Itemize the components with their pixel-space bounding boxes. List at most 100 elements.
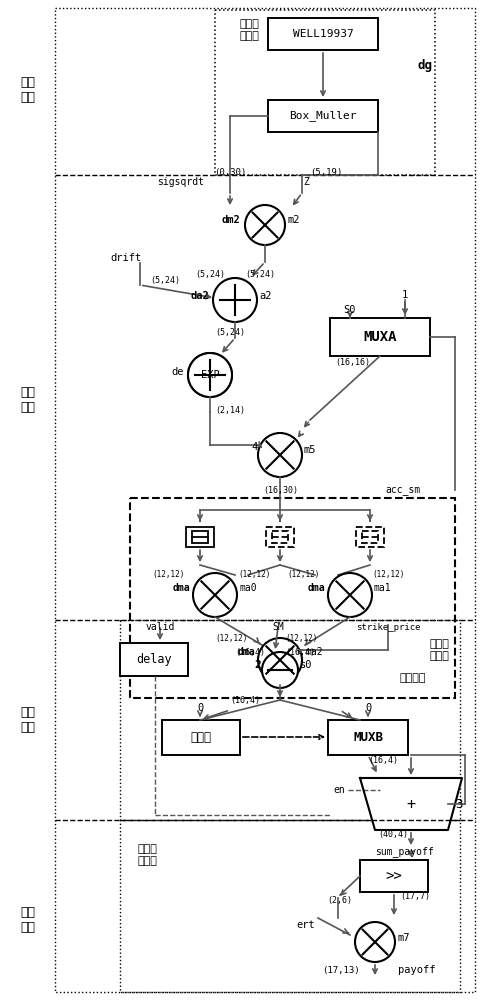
Text: (12,12): (12,12): [285, 634, 317, 643]
Bar: [120, 820, 460, 992]
Text: 第二
阶段: 第二 阶段: [20, 386, 36, 414]
Text: (40,4): (40,4): [378, 830, 408, 840]
Text: SM: SM: [272, 622, 284, 632]
Text: (2,14): (2,14): [215, 406, 245, 414]
Text: MUXA: MUXA: [363, 330, 397, 344]
Text: dg: dg: [418, 58, 433, 72]
Text: 3: 3: [455, 798, 463, 810]
Text: delay: delay: [136, 653, 172, 666]
Text: Box_Muller: Box_Muller: [289, 111, 357, 121]
Text: 第一电
路单元: 第一电 路单元: [240, 19, 260, 41]
Circle shape: [188, 353, 232, 397]
Text: (5,24): (5,24): [195, 270, 225, 279]
Text: (2,6): (2,6): [327, 896, 352, 904]
Text: Z: Z: [303, 177, 309, 187]
Bar: [272, 531, 288, 543]
Text: (16,4): (16,4): [230, 696, 260, 704]
Text: (5,19): (5,19): [310, 167, 342, 176]
Text: ma0: ma0: [240, 583, 258, 593]
Text: 比较器: 比较器: [190, 731, 211, 744]
Text: m7: m7: [398, 933, 410, 943]
Text: +: +: [407, 796, 416, 812]
Text: valid: valid: [145, 622, 175, 632]
Circle shape: [258, 433, 302, 477]
Text: 第三
阶段: 第三 阶段: [20, 706, 36, 734]
Circle shape: [328, 573, 372, 617]
Text: 第三电
路单元: 第三电 路单元: [138, 844, 158, 866]
Text: EXP: EXP: [201, 370, 220, 380]
Text: dma: dma: [237, 647, 255, 657]
Text: (12,12): (12,12): [153, 570, 185, 580]
Text: (16,4): (16,4): [368, 756, 398, 764]
Circle shape: [213, 278, 257, 322]
Circle shape: [188, 353, 232, 397]
Bar: [120, 620, 460, 820]
Text: (17,7): (17,7): [400, 892, 430, 902]
Bar: [330, 318, 430, 356]
Text: (12,12): (12,12): [216, 634, 248, 643]
Text: 第一
阶段: 第一 阶段: [20, 76, 36, 104]
Text: 2: 2: [254, 660, 261, 670]
Text: en: en: [333, 785, 345, 795]
Text: 1: 1: [402, 290, 408, 300]
Bar: [55, 8, 475, 992]
Text: drift: drift: [110, 253, 141, 263]
Text: (12,12): (12,12): [287, 570, 320, 580]
Circle shape: [262, 652, 298, 688]
Text: 4: 4: [252, 442, 258, 452]
Bar: [215, 10, 435, 175]
Text: MUXB: MUXB: [353, 731, 383, 744]
Text: (0,30): (0,30): [214, 167, 246, 176]
Text: ert: ert: [296, 920, 315, 930]
Text: strike_price: strike_price: [356, 622, 420, 632]
Text: ma2: ma2: [305, 647, 323, 657]
Text: sigsqrdt: sigsqrdt: [157, 177, 204, 187]
Text: dm2: dm2: [221, 215, 240, 225]
Bar: [268, 100, 378, 132]
Text: (16,4): (16,4): [285, 648, 315, 656]
Text: m2: m2: [288, 215, 301, 225]
Text: s0: s0: [300, 660, 312, 670]
Text: >>: >>: [386, 869, 403, 883]
Bar: [120, 643, 188, 676]
Text: dma: dma: [172, 583, 190, 593]
Circle shape: [258, 638, 302, 682]
Bar: [356, 527, 384, 547]
Text: 第二电
路单元: 第二电 路单元: [430, 639, 450, 661]
Bar: [192, 531, 208, 543]
Text: (12,12): (12,12): [372, 570, 405, 580]
Text: sum_payoff: sum_payoff: [375, 847, 434, 857]
Text: acc_sm: acc_sm: [385, 485, 420, 495]
Bar: [162, 720, 240, 755]
Text: (5,24): (5,24): [150, 275, 180, 284]
Text: payoff: payoff: [398, 965, 435, 975]
Text: de: de: [171, 367, 184, 377]
Circle shape: [193, 573, 237, 617]
Bar: [266, 527, 294, 547]
Text: (12,12): (12,12): [238, 570, 270, 580]
Text: 0: 0: [197, 703, 203, 713]
Bar: [328, 720, 408, 755]
Text: (5,24): (5,24): [215, 328, 245, 338]
Circle shape: [245, 205, 285, 245]
Text: 第四
阶段: 第四 阶段: [20, 906, 36, 934]
Circle shape: [355, 922, 395, 962]
Text: (16,30): (16,30): [263, 486, 298, 494]
Text: (16,4): (16,4): [235, 648, 265, 656]
Bar: [268, 18, 378, 50]
Text: m5: m5: [304, 445, 317, 455]
Text: dma: dma: [307, 583, 325, 593]
Text: WELL19937: WELL19937: [293, 29, 353, 39]
Text: (5,24): (5,24): [245, 270, 275, 279]
Bar: [186, 527, 214, 547]
Bar: [130, 498, 455, 698]
Text: da2: da2: [190, 291, 209, 301]
Text: 0: 0: [365, 703, 371, 713]
Text: (16,16): (16,16): [335, 358, 370, 366]
Bar: [360, 860, 428, 892]
Text: 乘法阵列: 乘法阵列: [400, 673, 427, 683]
Text: ma1: ma1: [374, 583, 392, 593]
Text: S0: S0: [344, 305, 356, 315]
Text: (17,13): (17,13): [323, 966, 360, 974]
Text: a2: a2: [259, 291, 271, 301]
